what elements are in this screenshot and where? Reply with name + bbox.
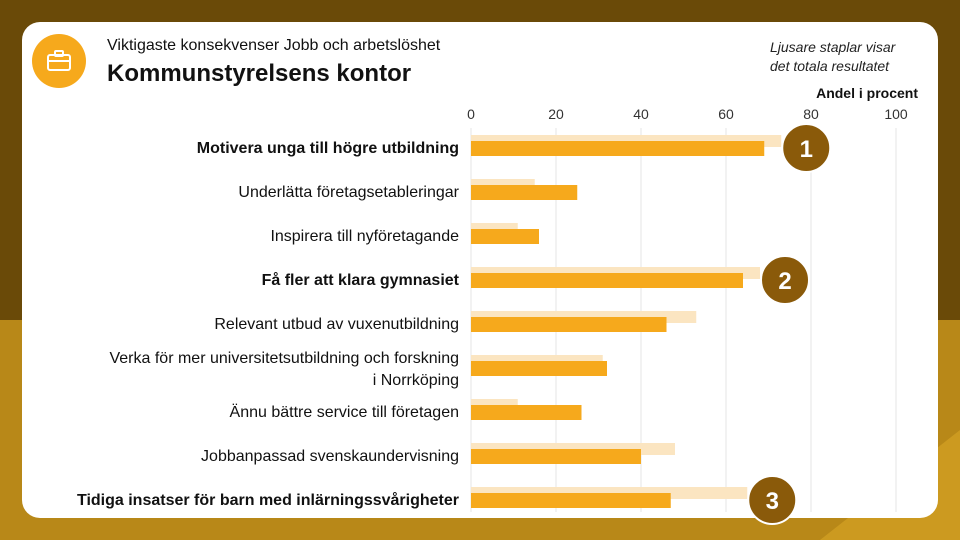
bar-office <box>471 141 765 156</box>
bar-office <box>471 361 607 376</box>
bar-office <box>471 273 743 288</box>
briefcase-icon <box>47 50 71 71</box>
rank-badge <box>760 255 810 305</box>
category-label: Verka för mer universitetsutbildning och… <box>109 350 459 389</box>
x-tick-label: 0 <box>467 106 475 122</box>
x-tick-label: 80 <box>803 106 819 122</box>
rank-badge-number: 1 <box>800 136 813 163</box>
category-label: Inspirera till nyföretagande <box>270 228 459 245</box>
logo-badge <box>32 34 86 88</box>
bar-office <box>471 449 641 464</box>
x-tick-label: 20 <box>548 106 564 122</box>
rank-badge-number: 2 <box>778 268 791 295</box>
category-label: Underlätta företagsetableringar <box>238 184 459 201</box>
bar-office <box>471 317 667 332</box>
category-label: Relevant utbud av vuxenutbildning <box>214 316 459 333</box>
x-tick-label: 40 <box>633 106 649 122</box>
bar-office <box>471 185 578 200</box>
rank-badge-number: 3 <box>766 488 779 515</box>
bar-office <box>471 405 582 420</box>
page-subtitle: Viktigaste konsekvenser Jobb och arbetsl… <box>107 37 441 54</box>
category-label: Jobbanpassad svenskaundervisning <box>201 448 459 465</box>
x-tick-label: 60 <box>718 106 734 122</box>
category-label: Ännu bättre service till företagen <box>230 403 459 421</box>
bar-office <box>471 493 671 508</box>
legend-note: Ljusare staplar visar det totala resulta… <box>770 39 896 74</box>
category-label: Få fler att klara gymnasiet <box>262 271 460 289</box>
category-label: Motivera unga till högre utbildning <box>197 140 459 157</box>
category-label: Tidiga insatser för barn med inlärningss… <box>77 491 459 509</box>
x-axis-label: Andel i procent <box>816 85 918 101</box>
x-tick-label: 100 <box>884 106 908 122</box>
page-title: Kommunstyrelsens kontor <box>107 60 412 87</box>
rank-badge <box>747 475 798 525</box>
rank-badge <box>781 123 832 173</box>
bar-office <box>471 229 539 244</box>
